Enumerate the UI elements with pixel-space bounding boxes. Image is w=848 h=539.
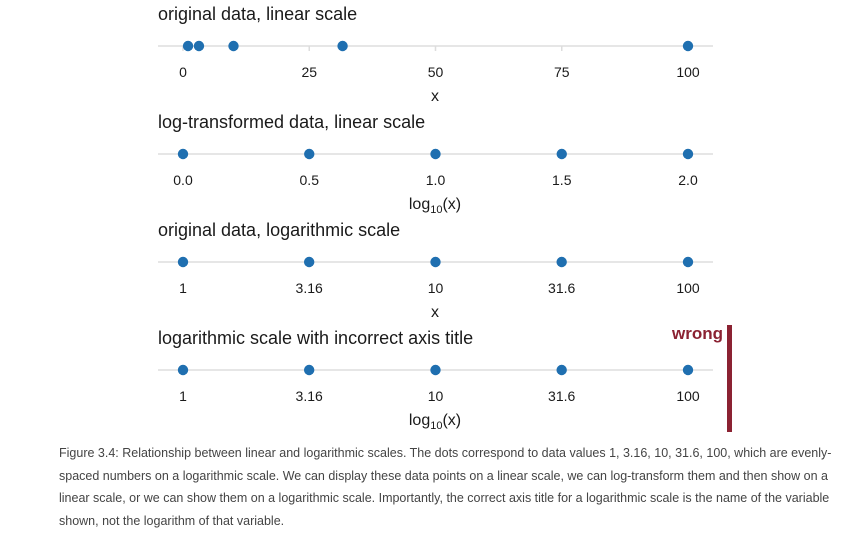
tick-label: 0 <box>179 64 187 80</box>
axis-title-main: x <box>431 304 439 321</box>
panel-1: original data, linear scale 0 25 50 75 100 x <box>158 4 713 105</box>
axis-title-suffix: (x) <box>442 196 461 213</box>
data-point <box>303 256 315 268</box>
tick-label: 100 <box>676 388 700 404</box>
data-point <box>177 364 189 376</box>
data-point <box>682 148 694 160</box>
tick-label: 31.6 <box>548 388 575 404</box>
tick-label: 75 <box>554 64 570 80</box>
tick-label: 10 <box>428 388 444 404</box>
panel-3: original data, logarithmic scale 1 3.16 10 3… <box>158 220 713 321</box>
tick-label: 1 <box>179 388 187 404</box>
tick-label: 1 <box>179 280 187 296</box>
data-point <box>682 364 694 376</box>
tick-label: 10 <box>428 280 444 296</box>
panel-title: original data, logarithmic scale <box>158 220 400 240</box>
axis-title: x <box>431 88 439 105</box>
data-point <box>304 148 315 160</box>
tick-label: 3.16 <box>296 280 323 296</box>
panel-4: logarithmic scale with incorrect axis ti… <box>158 324 732 432</box>
tick-label: 1.0 <box>426 172 446 188</box>
data-point <box>182 40 194 52</box>
axis-title-main: log <box>409 196 430 213</box>
data-point <box>430 148 441 160</box>
tick-label: 0.0 <box>173 172 193 188</box>
axis-title-main: x <box>431 88 439 105</box>
data-point <box>177 148 189 160</box>
tick-label: 2.0 <box>678 172 698 188</box>
data-point <box>556 364 567 376</box>
wrong-label: wrong <box>671 324 723 343</box>
tick-label: 31.6 <box>548 280 575 296</box>
axis-title: log10(x) <box>409 196 461 216</box>
data-point <box>682 40 694 52</box>
tick-label: 100 <box>676 64 700 80</box>
axis-title-main: log <box>409 412 430 429</box>
axis-title-subscript: 10 <box>430 204 442 216</box>
wrong-bar <box>727 325 732 432</box>
axis-title-suffix: (x) <box>442 412 461 429</box>
figure-caption: Figure 3.4: Relationship between linear … <box>59 446 832 528</box>
data-point <box>193 40 205 52</box>
tick-label: 100 <box>676 280 700 296</box>
axis-title-subscript: 10 <box>430 420 442 432</box>
panel-title: log-transformed data, linear scale <box>158 112 425 132</box>
panel-title: original data, linear scale <box>158 4 357 24</box>
axis-title: x <box>431 304 439 321</box>
tick-label: 3.16 <box>296 388 323 404</box>
data-point <box>228 40 239 52</box>
tick-label: 25 <box>301 64 317 80</box>
tick-label: 50 <box>428 64 444 80</box>
tick-label: 0.5 <box>300 172 320 188</box>
axis-title: log10(x) <box>409 412 461 432</box>
data-point <box>177 256 189 268</box>
panel-2: log-transformed data, linear scale 0.0 0.5… <box>158 112 713 216</box>
tick-label: 1.5 <box>552 172 572 188</box>
data-point <box>682 256 694 268</box>
panel-title: logarithmic scale with incorrect axis ti… <box>158 328 473 348</box>
data-point <box>556 256 567 268</box>
data-point <box>303 364 315 376</box>
data-point <box>430 364 441 376</box>
data-point <box>556 148 567 160</box>
data-point <box>337 40 348 52</box>
data-point <box>430 256 441 268</box>
